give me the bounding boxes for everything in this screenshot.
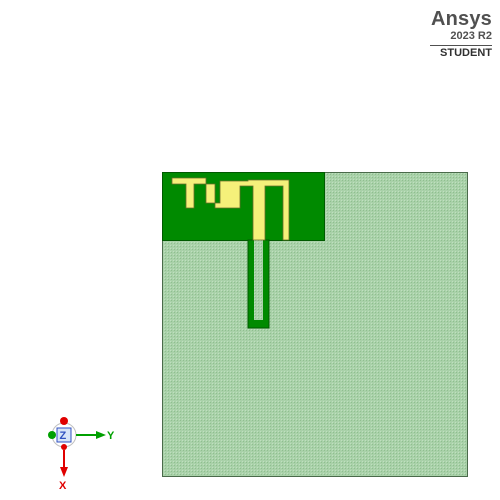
y-axis-arrow-icon — [96, 431, 106, 439]
meander-antenna-trace[interactable] — [171, 177, 290, 241]
coordinate-triad[interactable]: Z Y X — [40, 412, 130, 494]
feed-line-slot — [254, 240, 263, 320]
x-axis-arrow-icon — [60, 467, 68, 477]
z-axis-label: Z — [60, 430, 67, 442]
brand-name: Ansys — [430, 8, 492, 30]
brand-divider — [430, 45, 492, 46]
brand-version: 2023 R2 — [450, 30, 492, 42]
triad-marker-top-icon — [60, 417, 68, 425]
y-axis-label: Y — [107, 430, 115, 442]
ansys-brand-watermark: Ansys 2023 R2 STUDENT — [392, 8, 492, 60]
triad-marker-left-icon — [48, 431, 56, 439]
z-axis-box-icon — [56, 427, 72, 443]
triad-marker-bottom-icon — [61, 444, 67, 450]
x-axis-label: X — [59, 480, 67, 492]
brand-edition: STUDENT — [440, 47, 492, 59]
